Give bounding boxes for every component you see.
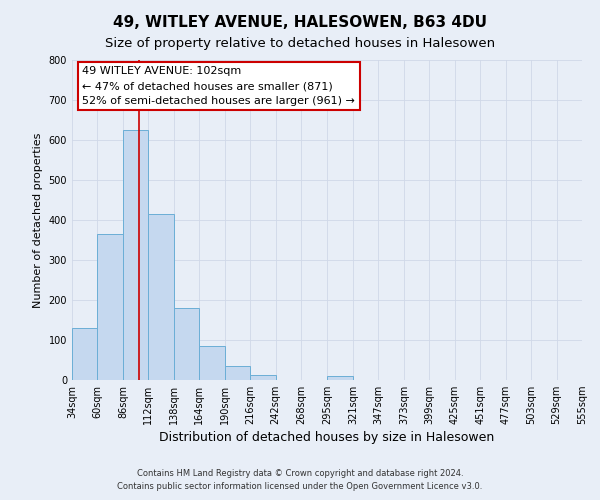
Bar: [174, 308, 199, 380]
Text: 49 WITLEY AVENUE: 102sqm
← 47% of detached houses are smaller (871)
52% of semi-: 49 WITLEY AVENUE: 102sqm ← 47% of detach…: [82, 66, 355, 106]
Bar: [328, 376, 353, 380]
Bar: [250, 375, 275, 380]
Bar: [97, 234, 123, 380]
Bar: [199, 346, 225, 380]
Y-axis label: Number of detached properties: Number of detached properties: [33, 132, 43, 308]
Text: Size of property relative to detached houses in Halesowen: Size of property relative to detached ho…: [105, 38, 495, 51]
Text: 49, WITLEY AVENUE, HALESOWEN, B63 4DU: 49, WITLEY AVENUE, HALESOWEN, B63 4DU: [113, 15, 487, 30]
Text: Contains HM Land Registry data © Crown copyright and database right 2024.
Contai: Contains HM Land Registry data © Crown c…: [118, 470, 482, 491]
Bar: [148, 214, 174, 380]
X-axis label: Distribution of detached houses by size in Halesowen: Distribution of detached houses by size …: [160, 432, 494, 444]
Bar: [123, 130, 148, 380]
Bar: [72, 328, 97, 380]
Bar: [225, 366, 250, 380]
